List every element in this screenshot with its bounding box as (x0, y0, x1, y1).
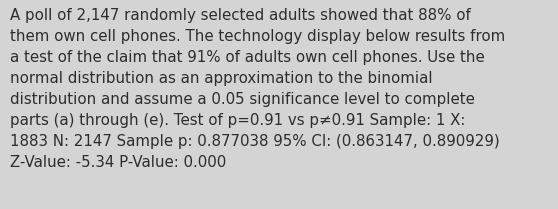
Text: A poll of 2,147 randomly selected adults showed that 88% of
them own cell phones: A poll of 2,147 randomly selected adults… (10, 8, 506, 170)
